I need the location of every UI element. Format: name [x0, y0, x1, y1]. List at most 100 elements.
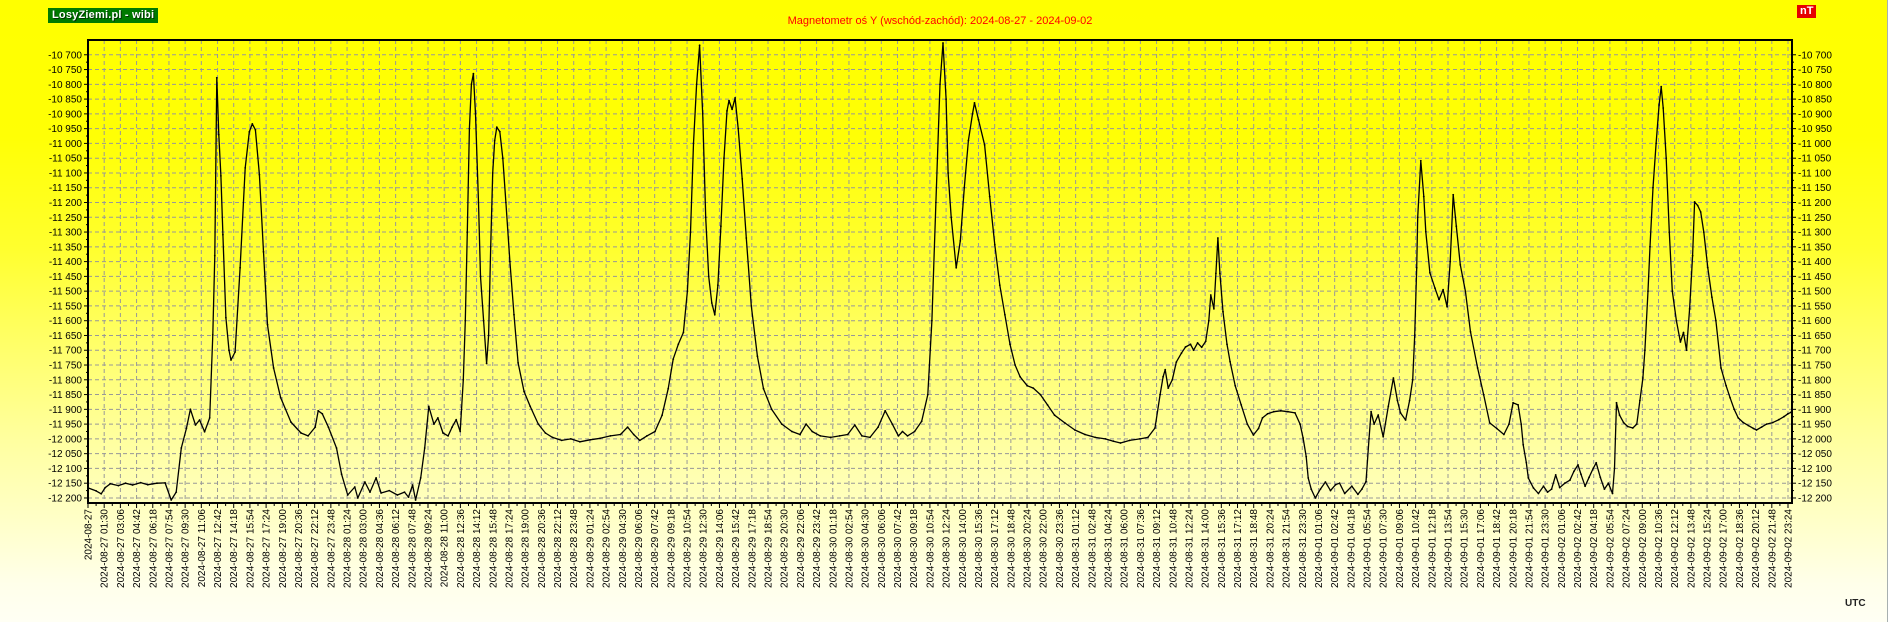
- x-axis-label: 2024-08-29 14:06: [715, 509, 726, 588]
- series-point: [230, 359, 232, 361]
- series-point: [1522, 443, 1525, 446]
- series-point: [1319, 488, 1322, 490]
- y-axis-label-left: -11 950: [49, 420, 83, 431]
- series-point: [667, 387, 670, 390]
- series-point: [707, 275, 710, 278]
- x-axis-label: 2024-08-28 17:24: [504, 509, 515, 588]
- series-point: [1377, 414, 1380, 416]
- x-axis-label: 2024-09-01 20:18: [1508, 509, 1519, 588]
- series-point: [1693, 201, 1696, 203]
- series-point: [1252, 434, 1255, 436]
- x-axis-label: 2024-08-28 14:12: [472, 509, 483, 588]
- series-point: [1790, 411, 1792, 414]
- series-point: [988, 195, 991, 198]
- series-point: [1184, 346, 1187, 348]
- x-axis-label: 2024-08-27 17:24: [262, 509, 273, 588]
- series-point: [437, 417, 439, 419]
- series-point: [1729, 396, 1731, 399]
- series-point: [920, 420, 923, 423]
- x-axis-label: 2024-08-29 07:42: [650, 509, 661, 588]
- series-point: [1299, 423, 1301, 425]
- series-point: [1542, 485, 1545, 488]
- series-point: [579, 440, 581, 443]
- series-point: [1167, 387, 1170, 389]
- series-point: [321, 412, 324, 415]
- series-point: [442, 432, 444, 434]
- series-point: [701, 113, 704, 115]
- series-point: [1783, 415, 1785, 418]
- series-point: [1084, 433, 1086, 436]
- x-axis-label: 2024-08-30 07:42: [893, 509, 904, 588]
- series-point: [1725, 384, 1727, 387]
- series-point: [509, 260, 511, 263]
- y-axis-label-right: -10 950: [1798, 124, 1832, 135]
- series-point: [983, 144, 986, 146]
- y-axis-label-left: -11 750: [49, 361, 83, 372]
- x-axis-label: 2024-09-02 07:24: [1622, 509, 1633, 588]
- y-axis-label-left: -11 900: [49, 405, 83, 416]
- x-axis-label: 2024-09-02 01:06: [1557, 509, 1568, 588]
- x-axis-label: 2024-08-28 09:24: [424, 509, 435, 588]
- series-point: [1261, 417, 1264, 419]
- y-axis-label-right: -10 850: [1798, 95, 1832, 106]
- series-point: [1416, 216, 1419, 219]
- x-axis-label: 2024-08-28 12:36: [456, 509, 467, 588]
- series-point: [477, 201, 480, 204]
- series-point: [686, 290, 689, 292]
- x-axis-label: 2024-08-31 20:24: [1265, 509, 1276, 588]
- series-point: [217, 133, 220, 136]
- x-axis-label: 2024-08-28 19:00: [521, 509, 532, 588]
- x-axis-label: 2024-09-01 12:18: [1427, 509, 1438, 588]
- series-point: [1343, 492, 1346, 495]
- y-axis-label-left: -12 150: [48, 479, 82, 490]
- series-point: [1357, 493, 1359, 496]
- series-point: [901, 430, 904, 433]
- series-point: [498, 130, 501, 133]
- series-point: [189, 408, 192, 411]
- series-point: [906, 435, 909, 437]
- series-point: [1584, 485, 1586, 488]
- series-point: [1215, 272, 1217, 275]
- y-axis-label-left: -10 700: [48, 50, 82, 61]
- series-point: [537, 423, 540, 425]
- y-axis-label-right: -10 800: [1798, 80, 1832, 91]
- x-axis-label: 2024-09-01 04:18: [1346, 509, 1357, 588]
- series-point: [819, 435, 822, 437]
- series-point: [1563, 482, 1566, 485]
- series-point: [433, 423, 435, 425]
- x-axis-label: 2024-09-02 21:48: [1767, 509, 1778, 588]
- series-point: [100, 492, 103, 495]
- series-point: [482, 319, 485, 322]
- y-axis-label-right: -11 250: [1798, 213, 1832, 224]
- series-point: [1329, 489, 1332, 492]
- series-point: [1411, 378, 1414, 381]
- series-point: [750, 305, 753, 307]
- series-point: [1459, 264, 1462, 266]
- x-axis-label: 2024-08-27 09:30: [181, 509, 192, 588]
- x-axis-label: 2024-09-01 17:06: [1476, 509, 1487, 588]
- series-point: [517, 362, 519, 364]
- x-axis-label: 2024-09-01 01:06: [1314, 509, 1325, 588]
- series-point: [762, 387, 765, 390]
- x-axis-label: 2024-09-02 09:00: [1638, 509, 1649, 588]
- series-point: [1771, 421, 1774, 424]
- series-point: [967, 139, 970, 142]
- series-point: [977, 118, 980, 121]
- x-axis-label: 2024-09-02 17:00: [1719, 509, 1730, 588]
- x-axis-label: 2024-08-29 20:30: [780, 509, 791, 588]
- series-point: [1644, 349, 1646, 352]
- brand-badge[interactable]: LosyZiemi.pl - wibi: [48, 8, 159, 23]
- series-point: [935, 201, 937, 204]
- series-point: [544, 432, 547, 434]
- series-point: [1207, 319, 1210, 322]
- y-axis-label-left: -11 550: [49, 301, 83, 312]
- series-point: [1665, 157, 1668, 160]
- series-point: [1622, 421, 1625, 424]
- x-axis-label: 2024-08-28 15:48: [488, 509, 499, 588]
- y-axis-label-right: -11 800: [1798, 375, 1832, 386]
- series-point: [1647, 290, 1649, 292]
- y-axis-label-right: -12 150: [1798, 479, 1832, 490]
- x-axis-label: 2024-08-27 19:00: [278, 509, 289, 588]
- series-point: [589, 438, 591, 441]
- y-axis-label-left: -12 200: [48, 493, 82, 504]
